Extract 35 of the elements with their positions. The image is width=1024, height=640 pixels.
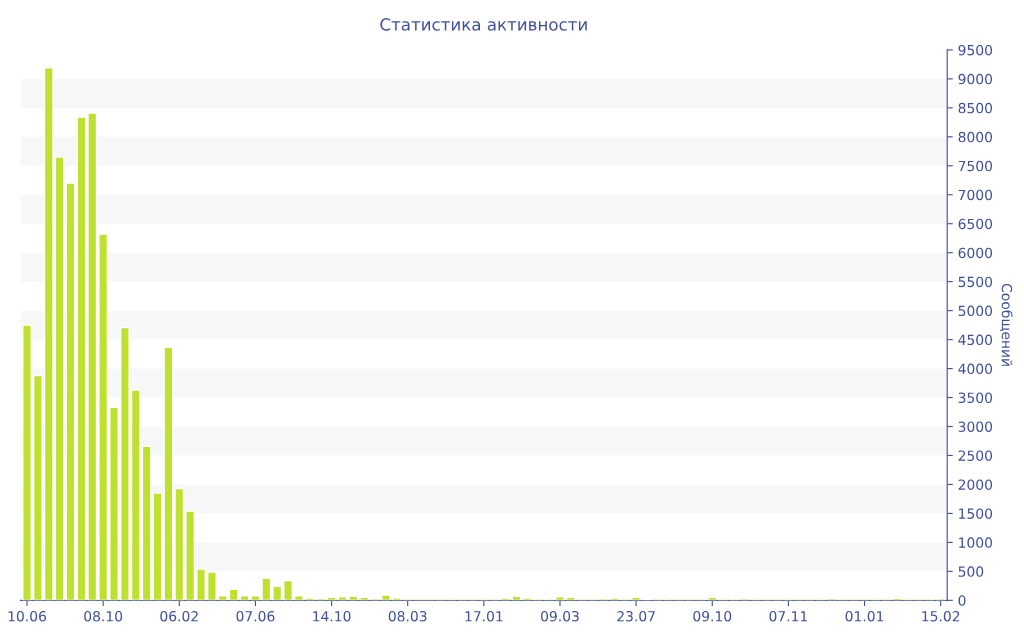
y-tick-label: 1500 [959, 508, 993, 519]
x-tick-label: 23.07 [617, 610, 655, 622]
y-tick-label: 7500 [958, 160, 993, 172]
y-tick-label: 3000 [958, 421, 993, 432]
y-tick-label: 2000 [958, 479, 993, 490]
y-tick-label: 5500 [958, 276, 993, 288]
x-tick-label: 17.01 [465, 610, 503, 622]
x-tick-label: 14.10 [313, 610, 351, 622]
y-tick-label: 2500 [958, 450, 993, 461]
y-tick-label: 6000 [958, 247, 993, 259]
y-tick-label: 0 [958, 595, 966, 606]
x-tick-label: 01.01 [845, 610, 884, 622]
chart-title: Статистика активности [380, 18, 587, 31]
y-tick-label: 4500 [958, 334, 993, 346]
x-tick-label: 09.03 [541, 610, 579, 622]
x-tick-label: 07.06 [236, 610, 275, 622]
y-tick-label: 4000 [958, 363, 993, 375]
y-tick-label: 6500 [958, 218, 993, 230]
y-tick-label: 5000 [958, 305, 993, 317]
y-axis-title: Сообщений [999, 283, 1013, 366]
x-tick-label: 09.10 [693, 610, 732, 622]
y-tick-label: 1000 [959, 537, 993, 548]
y-tick-label: 8000 [958, 131, 993, 143]
x-tick-label: 06.02 [160, 610, 198, 622]
y-tick-label: 9500 [958, 44, 993, 56]
x-tick-label: 10.06 [8, 610, 47, 622]
y-tick-label: 8500 [958, 102, 993, 114]
y-tick-label: 500 [958, 566, 984, 577]
x-tick-label: 08.03 [388, 610, 427, 622]
x-tick-label: 08.10 [84, 610, 123, 622]
x-tick-label: 15.02 [922, 610, 960, 622]
y-tick-label: 3500 [958, 392, 993, 404]
y-tick-label: 9000 [958, 73, 993, 85]
y-tick-label: 7000 [958, 189, 993, 201]
x-tick-label: 07.11 [769, 610, 807, 622]
